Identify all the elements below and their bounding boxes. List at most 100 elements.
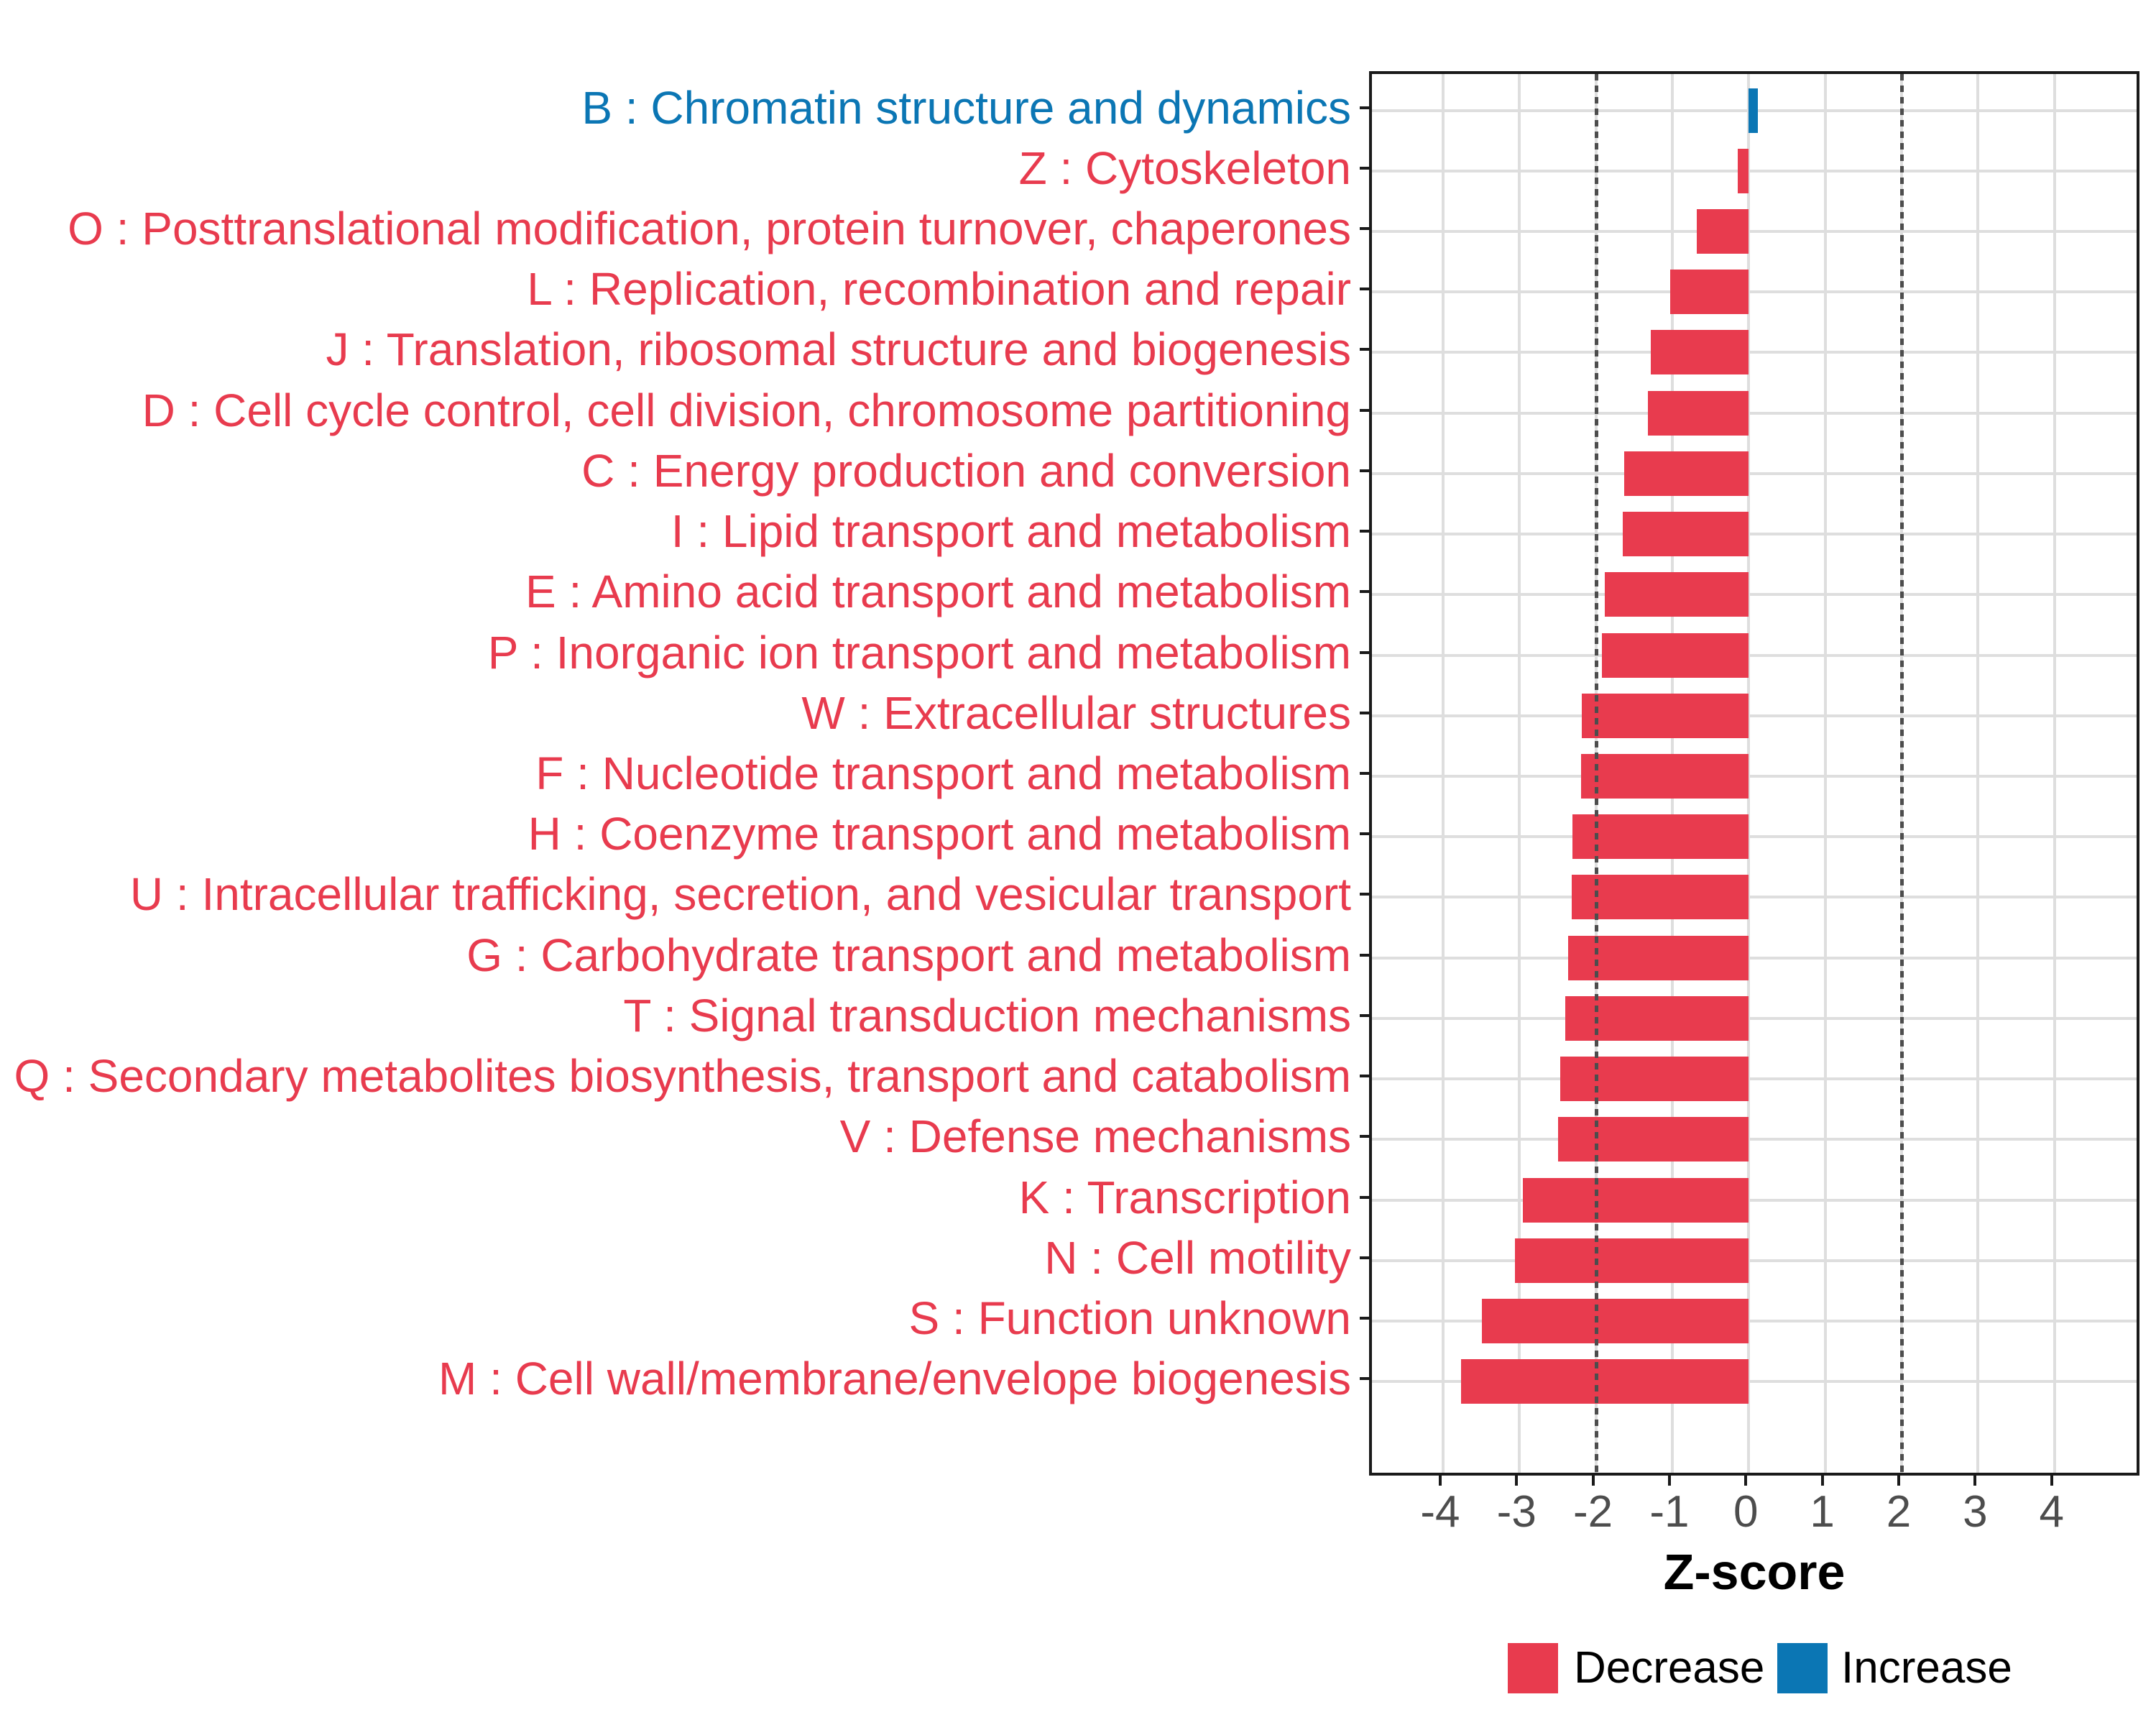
grid-line-y bbox=[1372, 714, 2137, 717]
y-axis-tick bbox=[1360, 106, 1369, 109]
grid-line-y bbox=[1372, 290, 2137, 294]
y-axis-tick bbox=[1360, 1317, 1369, 1320]
category-label: C : Energy production and conversion bbox=[581, 444, 1351, 497]
y-axis-tick bbox=[1360, 226, 1369, 230]
bar-j bbox=[1651, 330, 1749, 375]
x-axis-tick bbox=[1897, 1476, 1900, 1486]
grid-line-y bbox=[1372, 411, 2137, 415]
bar-m bbox=[1461, 1359, 1749, 1404]
grid-line-y bbox=[1372, 229, 2137, 233]
grid-line-y bbox=[1372, 351, 2137, 354]
x-tick-label: 1 bbox=[1810, 1487, 1835, 1537]
x-tick-label: 2 bbox=[1886, 1487, 1912, 1537]
x-tick-label: -1 bbox=[1649, 1487, 1690, 1537]
y-axis-tick bbox=[1360, 1135, 1369, 1138]
y-axis-tick bbox=[1360, 348, 1369, 351]
grid-line-y bbox=[1372, 1198, 2137, 1202]
category-label: K : Transcription bbox=[1018, 1171, 1351, 1223]
bar-l bbox=[1669, 270, 1749, 315]
x-axis-tick bbox=[1820, 1476, 1824, 1486]
bar-z bbox=[1738, 148, 1749, 193]
y-axis-tick bbox=[1360, 772, 1369, 775]
grid-line-y bbox=[1372, 533, 2137, 536]
x-axis-tick bbox=[1667, 1476, 1671, 1486]
legend-key-decrease bbox=[1508, 1643, 1558, 1693]
y-axis-tick bbox=[1360, 953, 1369, 957]
category-label: O : Posttranslational modification, prot… bbox=[68, 202, 1351, 254]
grid-line-x bbox=[1518, 74, 1521, 1473]
bar-g bbox=[1568, 935, 1749, 980]
y-axis-tick bbox=[1360, 288, 1369, 291]
category-label: S : Function unknown bbox=[908, 1292, 1351, 1345]
y-axis-tick bbox=[1360, 530, 1369, 533]
bar-w bbox=[1582, 693, 1749, 738]
bar-d bbox=[1647, 390, 1749, 436]
bar-t bbox=[1565, 995, 1749, 1041]
category-label: U : Intracellular trafficking, secretion… bbox=[129, 868, 1351, 921]
x-axis-tick bbox=[1438, 1476, 1442, 1486]
x-tick-label: 4 bbox=[2039, 1487, 2064, 1537]
x-axis-tick bbox=[1515, 1476, 1519, 1486]
y-axis-tick bbox=[1360, 1013, 1369, 1017]
x-axis-tick bbox=[1591, 1476, 1595, 1486]
grid-line-y bbox=[1372, 472, 2137, 475]
category-label: Q : Secondary metabolites biosynthesis, … bbox=[14, 1050, 1352, 1103]
x-tick-label: 0 bbox=[1733, 1487, 1759, 1537]
grid-line-y bbox=[1372, 593, 2137, 597]
grid-line-x bbox=[1441, 74, 1445, 1473]
bar-q bbox=[1560, 1057, 1749, 1102]
category-label: T : Signal transduction mechanisms bbox=[623, 989, 1351, 1041]
bar-v bbox=[1558, 1117, 1749, 1162]
y-axis-tick bbox=[1360, 590, 1369, 594]
legend-label-increase: Increase bbox=[1841, 1643, 2012, 1693]
x-axis-tick bbox=[1744, 1476, 1748, 1486]
grid-line-x bbox=[1823, 74, 1827, 1473]
y-axis-tick bbox=[1360, 1075, 1369, 1078]
grid-line-y bbox=[1372, 653, 2137, 657]
x-tick-label: -4 bbox=[1420, 1487, 1460, 1537]
category-label: W : Extracellular structures bbox=[801, 686, 1351, 739]
grid-line-y bbox=[1372, 956, 2137, 960]
category-label: N : Cell motility bbox=[1044, 1231, 1351, 1284]
bar-u bbox=[1571, 875, 1749, 920]
bar-n bbox=[1514, 1238, 1749, 1283]
grid-line-y bbox=[1372, 1138, 2137, 1141]
reference-line bbox=[1594, 74, 1598, 1473]
category-label: J : Translation, ribosomal structure and… bbox=[326, 323, 1352, 376]
grid-line-x bbox=[1747, 74, 1751, 1473]
x-axis-title: Z-score bbox=[1663, 1544, 1846, 1600]
grid-line-y bbox=[1372, 169, 2137, 172]
x-axis-tick bbox=[1973, 1476, 1977, 1486]
category-label: M : Cell wall/membrane/envelope biogenes… bbox=[438, 1353, 1351, 1405]
category-label: D : Cell cycle control, cell division, c… bbox=[142, 384, 1351, 436]
grid-line-y bbox=[1372, 1259, 2137, 1262]
grid-line-x bbox=[2053, 74, 2056, 1473]
bar-i bbox=[1622, 512, 1749, 557]
reference-line bbox=[1900, 74, 1904, 1473]
y-axis-tick bbox=[1360, 166, 1369, 170]
x-tick-label: -2 bbox=[1573, 1487, 1613, 1537]
grid-line-y bbox=[1372, 1077, 2137, 1081]
bar-f bbox=[1581, 754, 1749, 799]
bar-b bbox=[1749, 88, 1759, 133]
x-tick-label: 3 bbox=[1963, 1487, 1988, 1537]
category-label: Z : Cytoskeleton bbox=[1018, 142, 1351, 194]
category-label: E : Amino acid transport and metabolism bbox=[525, 566, 1351, 618]
y-axis-tick bbox=[1360, 893, 1369, 896]
y-axis-tick bbox=[1360, 650, 1369, 654]
category-label: V : Defense mechanisms bbox=[839, 1110, 1351, 1163]
bar-e bbox=[1605, 572, 1749, 617]
y-axis-tick bbox=[1360, 832, 1369, 836]
bar-s bbox=[1482, 1299, 1749, 1344]
category-label: P : Inorganic ion transport and metaboli… bbox=[487, 626, 1351, 678]
category-label: H : Coenzyme transport and metabolism bbox=[528, 808, 1351, 860]
grid-line-y bbox=[1372, 1380, 2137, 1384]
y-axis-tick bbox=[1360, 469, 1369, 472]
legend-label-decrease: Decrease bbox=[1574, 1643, 1765, 1693]
grid-line-y bbox=[1372, 896, 2137, 899]
y-axis-tick bbox=[1360, 711, 1369, 714]
x-tick-label: -3 bbox=[1496, 1487, 1537, 1537]
grid-line-y bbox=[1372, 775, 2137, 778]
y-axis-tick bbox=[1360, 1195, 1369, 1199]
